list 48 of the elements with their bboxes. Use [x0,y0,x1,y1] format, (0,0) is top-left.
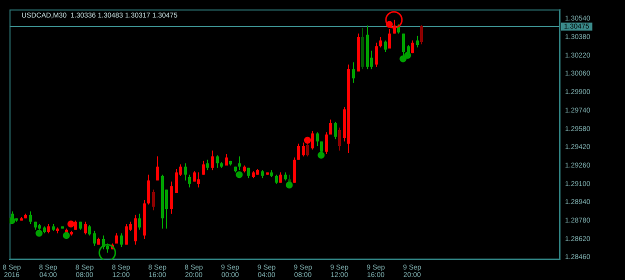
candlestick [138,213,141,230]
candlestick [29,210,32,225]
candlestick [275,174,278,184]
candlestick [325,132,328,155]
candlestick [416,35,419,48]
candlestick [316,132,319,147]
candlestick [329,119,332,136]
candlestick [411,40,414,54]
candlestick [197,172,200,188]
candlestick [170,181,173,214]
candlestick [125,224,128,246]
candlestick [334,121,337,140]
candlestick [184,162,187,181]
candlestick [93,230,96,246]
candlestick [175,168,178,194]
point [36,230,43,237]
candlestick [293,156,296,184]
candlestick [147,174,150,206]
point [400,55,407,62]
point [236,171,243,178]
candlestick [134,214,137,246]
candlestick [420,24,423,45]
candlestick [206,159,209,171]
candlestick [375,42,378,68]
point [10,217,16,224]
point [304,136,311,144]
point [67,220,74,228]
candlestick [297,143,300,160]
point [318,152,325,159]
candlestick [120,232,123,248]
candlestick [306,140,309,157]
candlestick [352,62,355,84]
point [386,20,393,28]
candlestick [384,40,387,52]
point [404,52,412,59]
point [62,232,70,240]
candlestick [379,36,382,48]
candlestick [47,224,50,234]
candlestick [338,127,341,152]
candlestick [88,224,91,236]
candlestick [211,150,214,171]
point [286,182,293,189]
candlestick [84,221,87,235]
candlestick [156,156,159,181]
candlestick [188,174,191,188]
candlestick [152,189,155,211]
candlestick [202,160,205,176]
candlestick [216,154,219,168]
